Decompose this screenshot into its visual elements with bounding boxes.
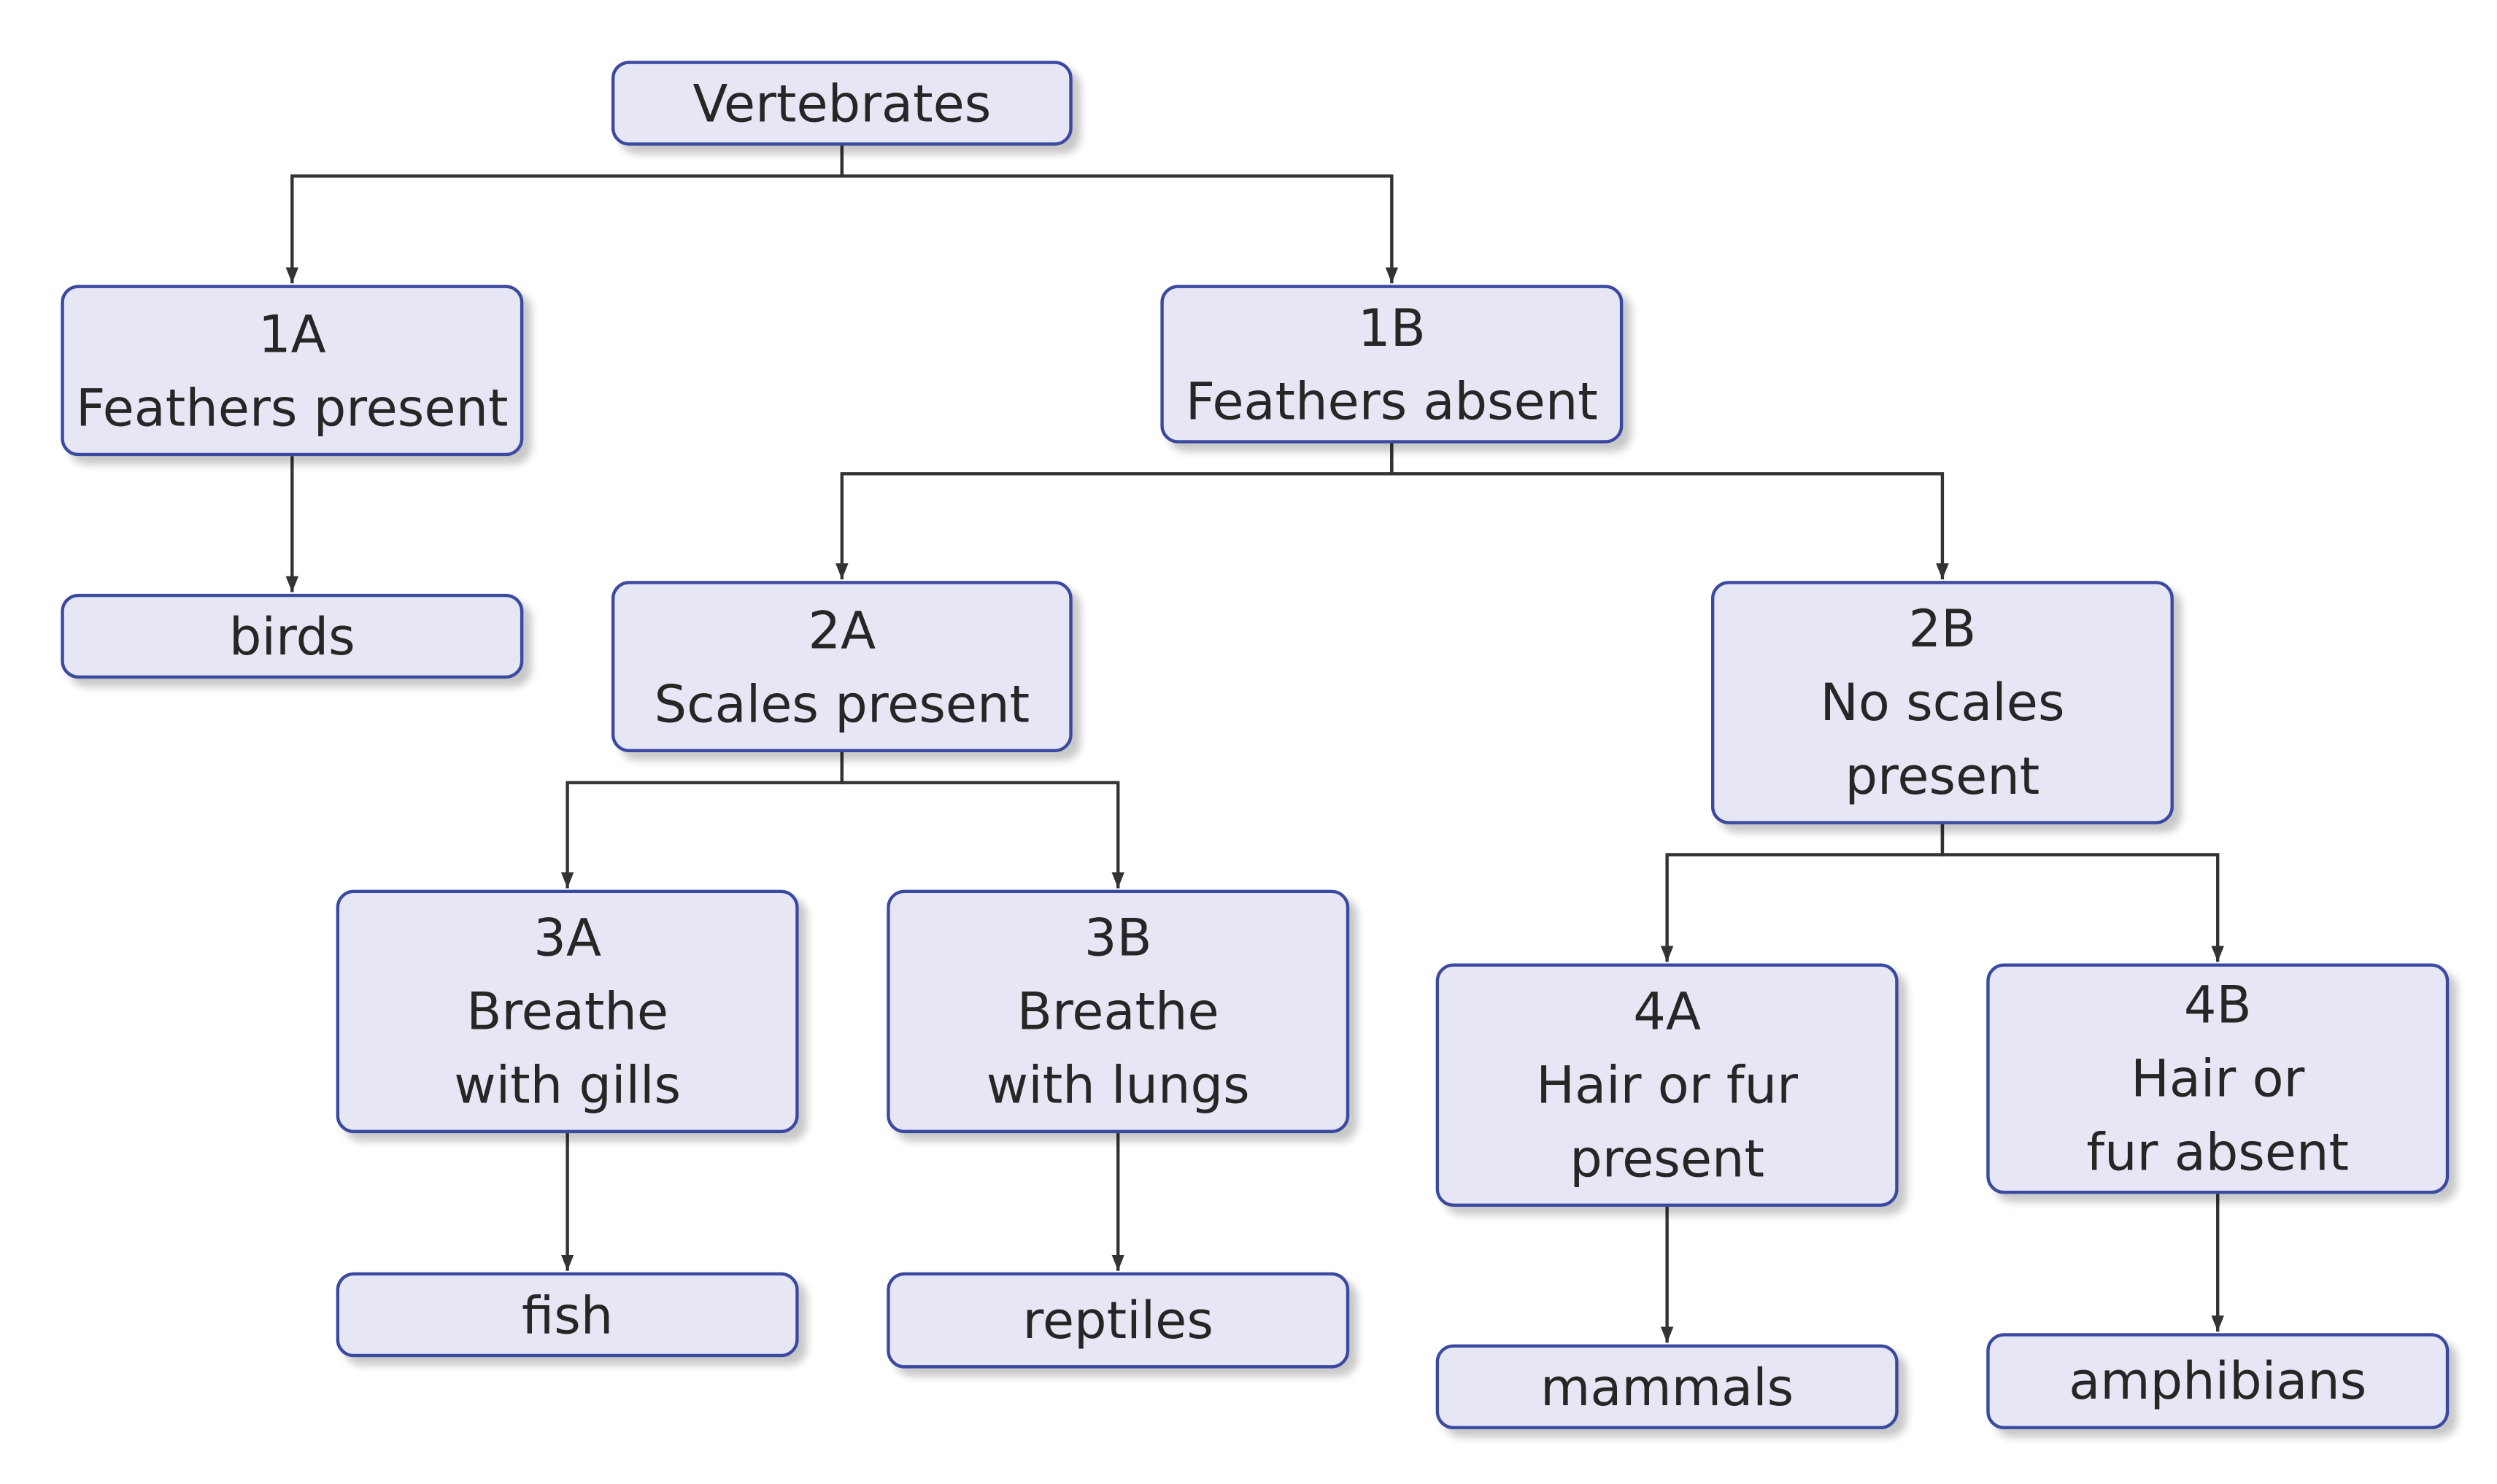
node-vertebrates: Vertebrates: [611, 61, 1073, 146]
node-2a-description: Scales present: [654, 673, 1030, 734]
connector-n2b-to-n4a: [1660, 824, 1945, 962]
node-birds-label: birds: [228, 606, 355, 667]
node-1a-label: 1A: [258, 303, 326, 365]
node-3b-description-line-1: Breathe: [1016, 981, 1219, 1043]
node-3b-breathe-with-lungs: 3B Breathe with lungs: [887, 889, 1350, 1134]
node-4a-description-line-2: present: [1570, 1128, 1765, 1189]
node-birds: birds: [61, 593, 524, 679]
node-amphibians-label: amphibians: [2069, 1350, 2367, 1412]
node-2b-description-line-2: present: [1845, 746, 2040, 807]
node-2b-description-line-1: No scales: [1820, 672, 2065, 733]
node-4b-hair-or-fur-absent: 4B Hair or fur absent: [1986, 963, 2450, 1194]
node-2b-label: 2B: [1908, 598, 1977, 660]
node-4b-label: 4B: [2183, 974, 2252, 1036]
node-2b-no-scales-present: 2B No scales present: [1710, 581, 2174, 824]
node-1b-description: Feathers absent: [1185, 370, 1598, 432]
node-reptiles: reptiles: [887, 1272, 1350, 1369]
connector-n2a-to-n3b: [840, 751, 1125, 889]
node-1a-feathers-present: 1A Feathers present: [61, 285, 524, 457]
node-vertebrates-line-1: Vertebrates: [692, 72, 992, 134]
node-4b-description-line-2: fur absent: [2086, 1121, 2350, 1183]
node-4a-label: 4A: [1633, 981, 1701, 1043]
node-fish: fish: [336, 1272, 799, 1358]
node-3b-description-line-2: with lungs: [986, 1054, 1250, 1116]
connector-n2a-to-n3a: [560, 751, 844, 889]
connector-n1b-to-n2a: [835, 443, 1394, 580]
node-1a-description: Feathers present: [76, 376, 509, 438]
connector-n2b-to-n4b: [1940, 824, 2225, 962]
node-fish-label: fish: [521, 1284, 614, 1345]
node-3b-label: 3B: [1084, 907, 1152, 969]
connector-root-to-n1a: [285, 145, 844, 284]
node-3a-label: 3A: [533, 907, 601, 969]
connector-n1b-to-n2b: [1390, 443, 1949, 580]
node-4b-description-line-1: Hair or: [2131, 1048, 2305, 1110]
node-1b-label: 1B: [1357, 296, 1426, 358]
node-amphibians: amphibians: [1986, 1333, 2450, 1429]
node-3a-description-line-2: with gills: [454, 1054, 682, 1116]
node-4a-description-line-1: Hair or fur: [1536, 1054, 1798, 1116]
node-1b-feathers-absent: 1B Feathers absent: [1160, 285, 1624, 444]
node-mammals: mammals: [1435, 1344, 1899, 1429]
node-4a-hair-or-fur-present: 4A Hair or fur present: [1435, 963, 1899, 1207]
node-mammals-label: mammals: [1540, 1356, 1794, 1418]
node-reptiles-label: reptiles: [1022, 1290, 1213, 1351]
node-2a-label: 2A: [808, 599, 876, 660]
node-2a-scales-present: 2A Scales present: [611, 581, 1073, 752]
connector-root-to-n1b: [840, 145, 1399, 284]
node-3a-description-line-1: Breathe: [466, 981, 669, 1043]
node-3a-breathe-with-gills: 3A Breathe with gills: [336, 889, 799, 1134]
